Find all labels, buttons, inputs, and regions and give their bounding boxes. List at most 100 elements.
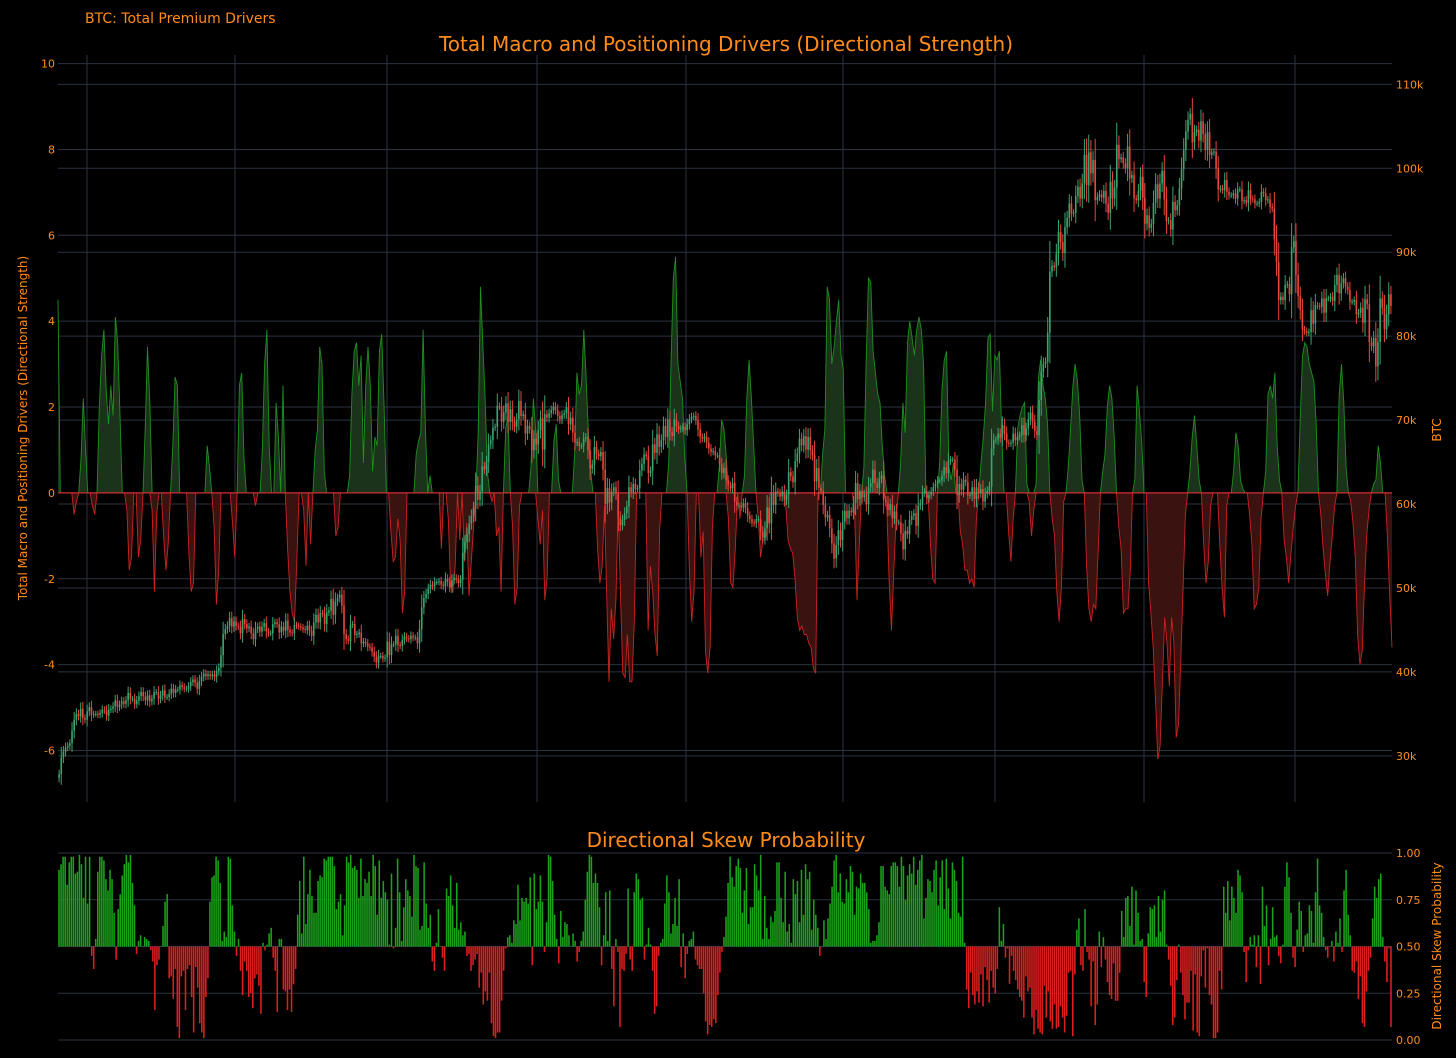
- candle-body: [593, 446, 596, 465]
- candle-body: [1087, 152, 1090, 186]
- prob-tick-label: 1.00: [1396, 847, 1421, 860]
- candle-body: [1381, 298, 1384, 308]
- candle-body: [1217, 168, 1220, 190]
- candle-body: [384, 657, 386, 659]
- candle-body: [155, 692, 158, 694]
- probability-bar: [653, 946, 656, 1014]
- candle-body: [543, 414, 546, 450]
- probability-bar: [629, 946, 631, 960]
- probability-bar: [443, 946, 446, 971]
- candle-body: [1355, 300, 1358, 315]
- probability-bar: [670, 933, 672, 947]
- candle-body: [1122, 157, 1125, 164]
- candle-body: [505, 403, 507, 413]
- probability-bar: [1122, 937, 1125, 947]
- probability-bar: [188, 946, 191, 966]
- probability-bar: [715, 946, 717, 1024]
- candle-body: [196, 682, 199, 689]
- probability-bar: [868, 909, 870, 947]
- candle-body: [403, 636, 406, 641]
- candle-body: [448, 582, 451, 588]
- candle-body: [863, 493, 866, 498]
- probability-bar: [382, 881, 385, 947]
- probability-bar: [547, 854, 550, 947]
- probability-bar: [910, 873, 913, 947]
- probability-bar: [1127, 896, 1129, 947]
- probability-bar: [823, 920, 825, 947]
- probability-bar: [814, 914, 817, 947]
- candle-body: [1333, 284, 1336, 301]
- probability-bar: [229, 858, 232, 947]
- candle-body: [58, 774, 60, 778]
- probability-bar: [82, 897, 85, 947]
- probability-bar: [994, 946, 997, 994]
- candle-body: [304, 629, 306, 631]
- probability-bar: [627, 888, 629, 947]
- candle-body: [453, 577, 455, 581]
- probability-bar: [696, 946, 699, 966]
- candle-body: [710, 448, 712, 453]
- probability-bar: [392, 946, 395, 949]
- candle-body: [1081, 183, 1084, 199]
- probability-bar: [949, 918, 952, 947]
- probability-bar: [541, 901, 544, 947]
- candle-body: [835, 545, 837, 559]
- probability-bar: [358, 897, 360, 947]
- probability-bar: [757, 890, 760, 947]
- candle-body: [1001, 425, 1004, 438]
- probability-bar: [619, 946, 621, 1027]
- probability-bar: [1306, 933, 1309, 947]
- candle-body: [874, 469, 876, 484]
- probability-bar: [706, 946, 709, 1035]
- candle-body: [1228, 191, 1230, 196]
- probability-bar: [625, 946, 627, 954]
- candle-body: [120, 701, 123, 705]
- candle-body: [969, 494, 971, 496]
- probability-bar: [539, 875, 542, 947]
- probability-bar: [396, 858, 399, 947]
- probability-bar: [145, 939, 148, 947]
- probability-bar: [1035, 946, 1037, 1011]
- probability-bar: [1096, 946, 1099, 1005]
- probability-bar: [298, 881, 301, 947]
- candle-body: [628, 487, 630, 507]
- candle-body: [841, 521, 844, 541]
- probability-bar: [1329, 946, 1331, 947]
- candle-body: [256, 626, 259, 630]
- probability-bar: [413, 854, 415, 947]
- candle-body: [349, 624, 352, 641]
- prob-tick-label: 0.50: [1396, 941, 1421, 954]
- probability-bar: [984, 946, 986, 968]
- probability-bar: [1380, 873, 1382, 947]
- candle-body: [459, 579, 462, 583]
- probability-bar: [1165, 944, 1168, 947]
- probability-bar: [902, 866, 905, 947]
- probability-bar: [125, 854, 128, 947]
- candle-body: [518, 400, 520, 420]
- probability-bar: [1345, 869, 1347, 947]
- candle-body: [511, 409, 514, 422]
- candle-body: [192, 679, 194, 682]
- candle-body: [682, 426, 684, 429]
- candle-body: [464, 542, 466, 553]
- probability-bar: [555, 939, 558, 947]
- probability-bar: [1324, 946, 1327, 951]
- candle-body: [330, 598, 332, 611]
- probability-bar: [782, 922, 784, 947]
- probability-bar: [1027, 946, 1029, 992]
- probability-bar: [470, 946, 472, 971]
- candle-body: [215, 671, 218, 677]
- candle-body: [576, 441, 578, 443]
- probability-bar: [1355, 946, 1358, 962]
- probability-bar: [451, 905, 454, 947]
- candle-body: [1049, 271, 1051, 333]
- probability-bar: [1186, 946, 1188, 1003]
- probability-bar: [368, 871, 370, 947]
- probability-bar: [551, 881, 554, 947]
- probability-bar: [1067, 946, 1070, 973]
- candle-body: [1072, 212, 1075, 214]
- candle-body: [472, 508, 475, 516]
- candle-body: [129, 692, 132, 699]
- candle-body: [1219, 188, 1222, 190]
- probability-bar: [135, 946, 138, 954]
